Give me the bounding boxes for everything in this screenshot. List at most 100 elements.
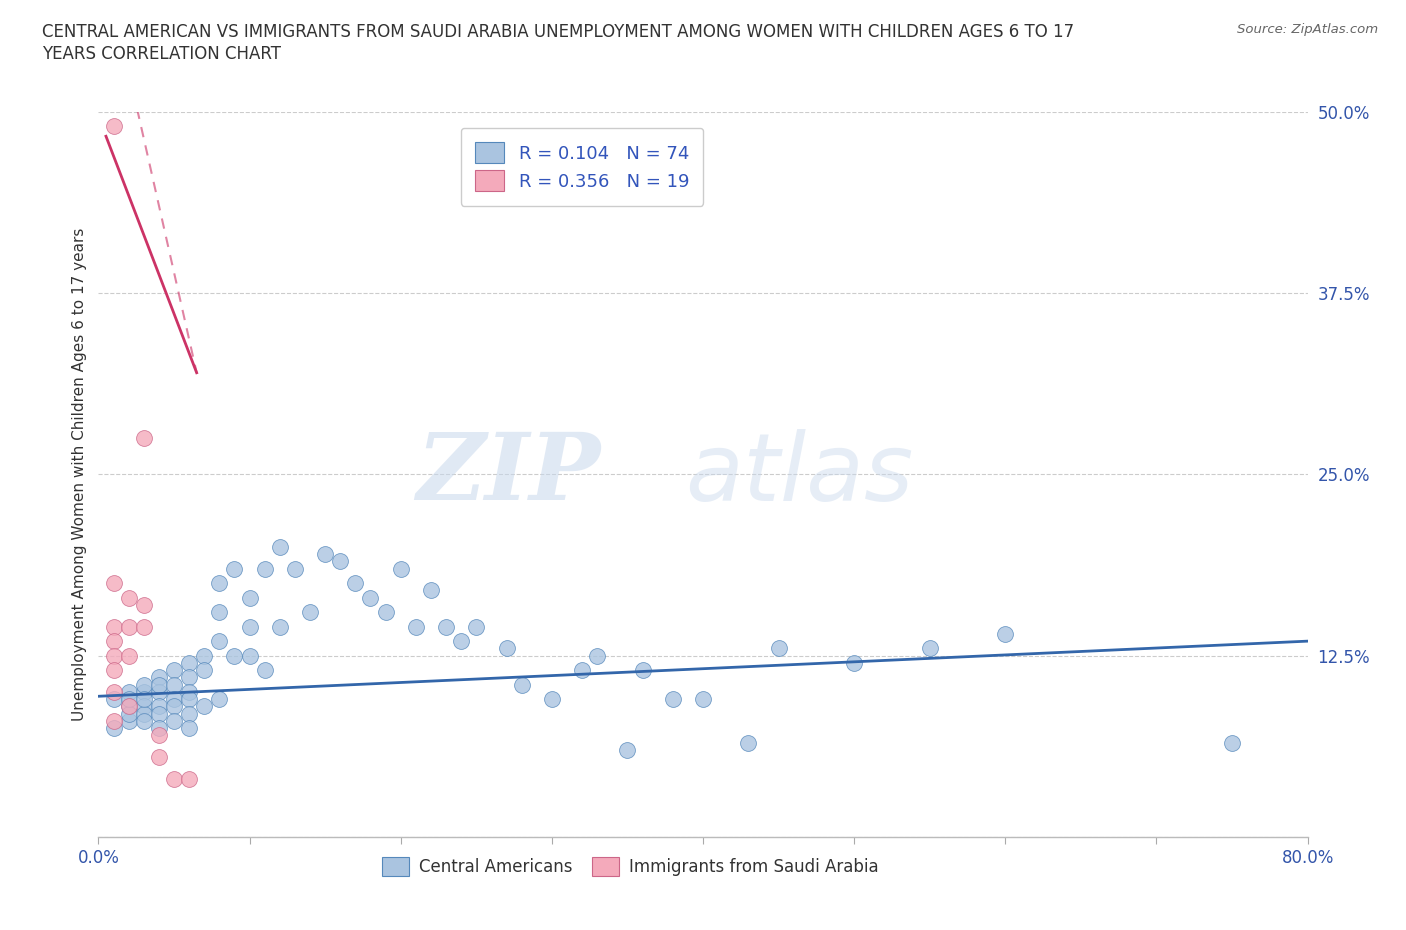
Point — [132, 619, 155, 634]
Point — [103, 119, 125, 134]
Point — [616, 742, 638, 757]
Point — [103, 648, 125, 663]
Text: YEARS CORRELATION CHART: YEARS CORRELATION CHART — [42, 45, 281, 62]
Point — [239, 619, 262, 634]
Point — [179, 656, 201, 671]
Point — [132, 597, 155, 612]
Point — [118, 684, 141, 699]
Point — [148, 721, 170, 736]
Point — [208, 576, 231, 591]
Point — [148, 684, 170, 699]
Point — [118, 699, 141, 714]
Point — [253, 663, 276, 678]
Point — [918, 641, 941, 656]
Point — [132, 692, 155, 707]
Point — [510, 677, 533, 692]
Point — [118, 713, 141, 728]
Point — [374, 604, 396, 619]
Point — [118, 692, 141, 707]
Point — [208, 692, 231, 707]
Point — [269, 619, 291, 634]
Point — [239, 648, 262, 663]
Point — [193, 648, 215, 663]
Point — [661, 692, 683, 707]
Y-axis label: Unemployment Among Women with Children Ages 6 to 17 years: Unemployment Among Women with Children A… — [72, 228, 87, 721]
Point — [450, 633, 472, 648]
Point — [103, 663, 125, 678]
Point — [253, 561, 276, 576]
Point — [405, 619, 427, 634]
Point — [163, 713, 186, 728]
Point — [179, 721, 201, 736]
Point — [344, 576, 367, 591]
Point — [103, 721, 125, 736]
Point — [208, 604, 231, 619]
Point — [420, 583, 443, 598]
Point — [148, 750, 170, 764]
Point — [163, 699, 186, 714]
Point — [179, 706, 201, 721]
Point — [329, 554, 352, 569]
Point — [360, 591, 382, 605]
Point — [118, 699, 141, 714]
Point — [179, 670, 201, 684]
Point — [571, 663, 593, 678]
Point — [224, 648, 246, 663]
Point — [103, 633, 125, 648]
Point — [148, 699, 170, 714]
Point — [163, 692, 186, 707]
Point — [299, 604, 322, 619]
Text: CENTRAL AMERICAN VS IMMIGRANTS FROM SAUDI ARABIA UNEMPLOYMENT AMONG WOMEN WITH C: CENTRAL AMERICAN VS IMMIGRANTS FROM SAUD… — [42, 23, 1074, 41]
Point — [179, 772, 201, 787]
Text: atlas: atlas — [686, 429, 914, 520]
Point — [269, 539, 291, 554]
Text: Source: ZipAtlas.com: Source: ZipAtlas.com — [1237, 23, 1378, 36]
Point — [163, 772, 186, 787]
Point — [163, 677, 186, 692]
Point — [118, 591, 141, 605]
Point — [132, 431, 155, 445]
Point — [224, 561, 246, 576]
Point — [103, 692, 125, 707]
Point — [465, 619, 488, 634]
Point — [1220, 736, 1243, 751]
Point — [994, 627, 1017, 642]
Point — [193, 699, 215, 714]
Point — [103, 619, 125, 634]
Point — [631, 663, 654, 678]
Point — [844, 656, 866, 671]
Legend: Central Americans, Immigrants from Saudi Arabia: Central Americans, Immigrants from Saudi… — [375, 851, 886, 884]
Point — [118, 648, 141, 663]
Point — [163, 663, 186, 678]
Point — [239, 591, 262, 605]
Point — [737, 736, 759, 751]
Point — [179, 692, 201, 707]
Point — [132, 706, 155, 721]
Point — [179, 684, 201, 699]
Point — [132, 713, 155, 728]
Point — [103, 684, 125, 699]
Point — [148, 706, 170, 721]
Point — [389, 561, 412, 576]
Point — [118, 619, 141, 634]
Point — [434, 619, 457, 634]
Point — [586, 648, 609, 663]
Point — [540, 692, 562, 707]
Point — [768, 641, 790, 656]
Point — [148, 728, 170, 743]
Point — [132, 677, 155, 692]
Text: ZIP: ZIP — [416, 430, 600, 519]
Point — [148, 670, 170, 684]
Point — [495, 641, 517, 656]
Point — [118, 706, 141, 721]
Point — [103, 576, 125, 591]
Point — [132, 699, 155, 714]
Point — [692, 692, 714, 707]
Point — [103, 713, 125, 728]
Point — [284, 561, 307, 576]
Point — [193, 663, 215, 678]
Point — [148, 677, 170, 692]
Point — [208, 633, 231, 648]
Point — [314, 547, 336, 562]
Point — [132, 684, 155, 699]
